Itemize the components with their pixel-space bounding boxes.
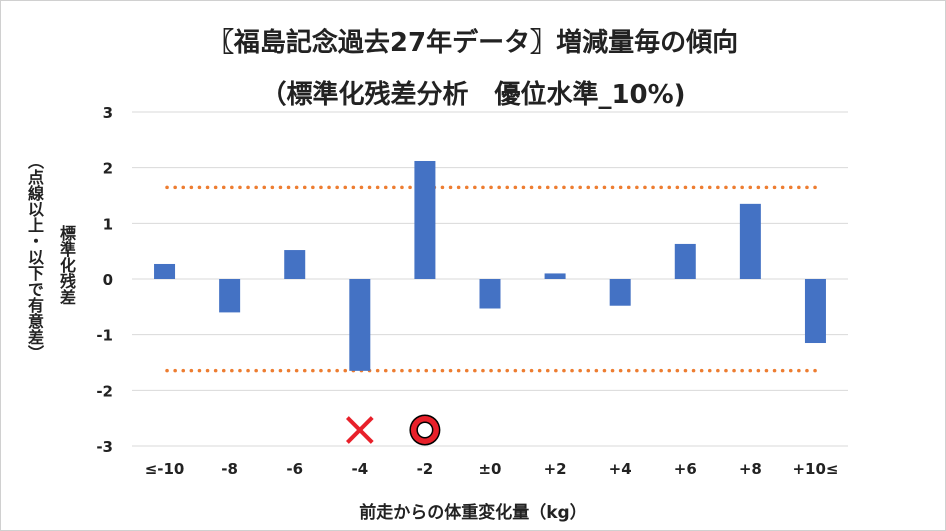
threshold-lines xyxy=(165,185,819,373)
x-tick-label: -2 xyxy=(417,460,434,478)
y-tick-label: -2 xyxy=(96,382,113,400)
bar xyxy=(284,250,306,279)
chart-subtitle: （標準化残差分析 優位水準_10%) xyxy=(260,80,686,110)
y-tick-label: -1 xyxy=(96,327,113,345)
chart-title: 〖福島記念過去27年データ〗増減量毎の傾向 xyxy=(207,28,739,58)
cross-marker-icon xyxy=(345,416,374,444)
x-tick-label: ±0 xyxy=(478,460,501,478)
x-axis-label: 前走からの体重変化量（kg） xyxy=(359,503,587,523)
bars xyxy=(154,160,826,371)
y-tick-label: 3 xyxy=(103,104,113,122)
x-tick-label: ≤-10 xyxy=(145,460,185,478)
bar xyxy=(609,279,631,306)
bar xyxy=(544,273,566,279)
y-tick-label: 0 xyxy=(103,271,113,289)
x-tick-label: +10≤ xyxy=(792,460,838,478)
bar xyxy=(219,279,241,313)
x-tick-label: -4 xyxy=(351,460,368,478)
x-tick-label: +8 xyxy=(739,460,762,478)
bar xyxy=(414,160,436,279)
x-tick-label: +6 xyxy=(674,460,697,478)
x-tick-label: +4 xyxy=(609,460,632,478)
y-tick-label: 1 xyxy=(103,215,113,233)
bar xyxy=(349,279,371,371)
markers xyxy=(345,414,441,446)
bar xyxy=(804,279,826,344)
bar xyxy=(739,203,761,279)
gridlines xyxy=(132,111,848,447)
x-tick-label: -8 xyxy=(221,460,238,478)
y-tick-label: 2 xyxy=(103,160,113,178)
x-tick-label: +2 xyxy=(544,460,567,478)
y-axis-label-note: （点線以上・以下で有意差） xyxy=(25,153,44,361)
bar xyxy=(674,243,696,279)
bar xyxy=(154,263,176,279)
tick-labels: -3 -2 -1 0 1 2 3 ≤-10 -8 -6 -4 -2 ±0 +2 +4 +6 +8 +10≤ xyxy=(96,104,838,478)
x-tick-label: -6 xyxy=(286,460,303,478)
bar xyxy=(479,279,501,309)
y-tick-label: -3 xyxy=(96,438,113,456)
circle-marker-icon xyxy=(409,414,441,446)
y-axis-label: 標準化残差 xyxy=(57,225,76,305)
